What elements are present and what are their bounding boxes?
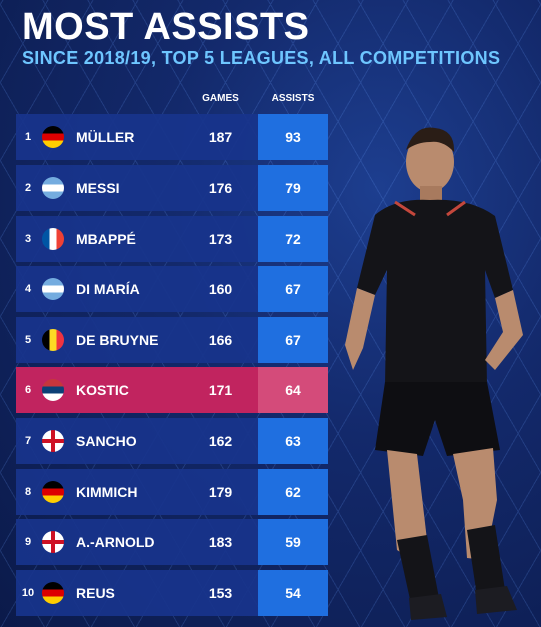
games-value: 173	[208, 231, 233, 247]
england-flag-icon	[42, 430, 64, 452]
player-name: DI MARÍA	[76, 281, 140, 297]
player-name: A.-ARNOLD	[76, 534, 155, 550]
table-row: 2 MESSI 176 79	[16, 165, 328, 211]
germany-flag-icon	[42, 582, 64, 604]
germany-flag-icon	[42, 126, 64, 148]
rank-number: 4	[24, 283, 32, 295]
assists-value: 93	[258, 114, 328, 160]
assists-value: 54	[258, 570, 328, 616]
page-title: MOST ASSISTS	[22, 6, 310, 48]
england-flag-icon	[42, 531, 64, 553]
assists-value: 67	[258, 317, 328, 363]
table-row: 10 REUS 153 54	[16, 570, 328, 616]
germany-flag-icon	[42, 481, 64, 503]
games-value: 187	[208, 129, 233, 145]
player-name: KOSTIC	[76, 382, 129, 398]
rank-number: 7	[24, 435, 32, 447]
assists-value: 62	[258, 469, 328, 515]
assists-value: 67	[258, 266, 328, 312]
player-name: MÜLLER	[76, 129, 135, 145]
player-name: REUS	[76, 585, 115, 601]
belgium-flag-icon	[42, 329, 64, 351]
games-value: 166	[208, 332, 233, 348]
france-flag-icon	[42, 228, 64, 250]
table-row: 4 DI MARÍA 160 67	[16, 266, 328, 312]
argentina-flag-icon	[42, 177, 64, 199]
rank-number: 9	[24, 536, 32, 548]
player-name: MBAPPÉ	[76, 231, 136, 247]
table-row: 9 A.-ARNOLD 183 59	[16, 519, 328, 565]
table-row-highlighted: 6 KOSTIC 171 64	[16, 367, 328, 413]
rank-number: 5	[24, 334, 32, 346]
rank-number: 8	[24, 486, 32, 498]
table-row: 1 MÜLLER 187 93	[16, 114, 328, 160]
rank-number: 3	[24, 233, 32, 245]
rank-number: 1	[24, 131, 32, 143]
games-value: 160	[208, 281, 233, 297]
serbia-flag-icon	[42, 379, 64, 401]
rank-number: 10	[21, 587, 35, 599]
player-photo	[345, 127, 523, 620]
games-value: 176	[208, 180, 233, 196]
rank-number: 2	[24, 182, 32, 194]
argentina-flag-icon	[42, 278, 64, 300]
rank-number: 6	[24, 384, 32, 396]
assists-value: 72	[258, 216, 328, 262]
games-value: 162	[208, 433, 233, 449]
assists-column-header: ASSISTS	[271, 93, 315, 104]
player-name: SANCHO	[76, 433, 137, 449]
table-row: 8 KIMMICH 179 62	[16, 469, 328, 515]
player-name: MESSI	[76, 180, 120, 196]
games-column-header: GAMES	[202, 93, 239, 104]
table-row: 5 DE BRUYNE 166 67	[16, 317, 328, 363]
assists-value: 63	[258, 418, 328, 464]
games-value: 153	[208, 585, 233, 601]
assists-value: 79	[258, 165, 328, 211]
games-value: 183	[208, 534, 233, 550]
table-row: 3 MBAPPÉ 173 72	[16, 216, 328, 262]
player-name: KIMMICH	[76, 484, 138, 500]
assists-value: 64	[258, 367, 328, 413]
games-value: 179	[208, 484, 233, 500]
page-subtitle: SINCE 2018/19, TOP 5 LEAGUES, ALL COMPET…	[22, 48, 501, 68]
assists-value: 59	[258, 519, 328, 565]
games-value: 171	[208, 382, 233, 398]
player-name: DE BRUYNE	[76, 332, 159, 348]
table-row: 7 SANCHO 162 63	[16, 418, 328, 464]
